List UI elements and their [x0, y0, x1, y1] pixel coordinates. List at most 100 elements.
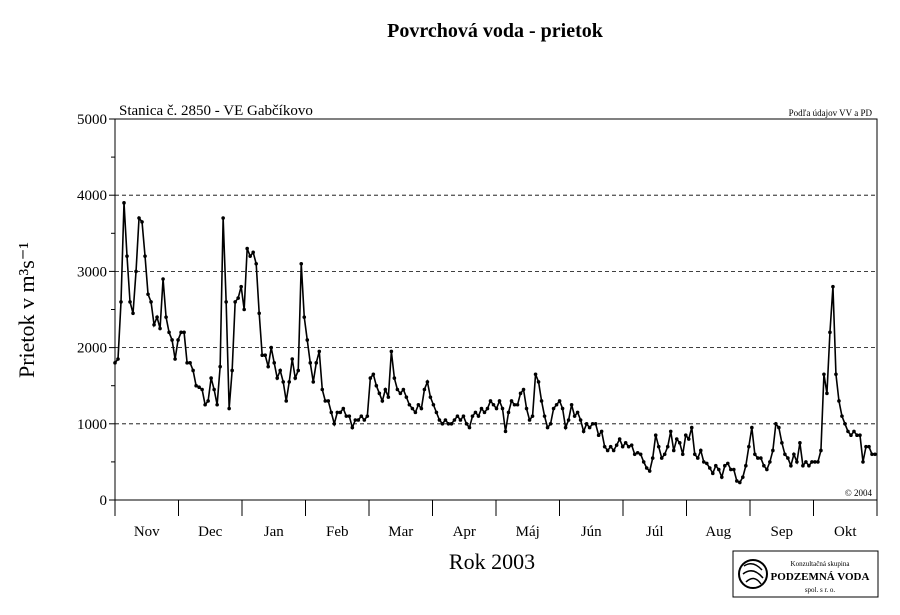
data-point	[623, 441, 628, 445]
data-point	[545, 425, 550, 430]
data-point	[858, 433, 862, 438]
data-point	[155, 315, 159, 319]
data-point	[239, 284, 243, 289]
station-label: Stanica č. 2850 - VE Gabčíkovo	[119, 103, 313, 119]
y-tick-label: 4000	[77, 188, 107, 204]
data-point	[539, 399, 544, 403]
data-point	[831, 284, 835, 289]
data-point	[347, 414, 352, 418]
data-point	[203, 402, 207, 407]
data-point	[768, 460, 772, 464]
data-point	[128, 300, 132, 304]
data-point	[416, 402, 421, 407]
logo-line: spol. s r. o.	[805, 586, 836, 594]
data-point	[143, 254, 147, 258]
data-point	[674, 437, 679, 441]
data-point	[152, 322, 156, 327]
data-point	[590, 422, 595, 426]
data-point	[509, 399, 514, 403]
data-point	[464, 422, 469, 426]
data-point	[759, 456, 763, 460]
data-point	[747, 444, 751, 449]
data-point	[131, 311, 135, 316]
data-point	[530, 414, 535, 418]
data-point	[789, 463, 793, 468]
data-point	[563, 425, 568, 430]
data-point	[813, 460, 817, 464]
data-point	[686, 437, 691, 441]
data-point	[350, 425, 355, 430]
logo: Konzultačná skupina PODZEMNÁ VODA spol. …	[732, 550, 879, 598]
data-point	[668, 429, 673, 434]
data-point	[185, 361, 189, 365]
data-point	[437, 418, 442, 422]
data-point	[434, 410, 439, 415]
data-point	[275, 376, 280, 380]
data-point	[353, 418, 358, 422]
data-point	[719, 475, 724, 479]
data-point	[777, 425, 781, 430]
data-point	[560, 406, 565, 411]
data-point	[710, 471, 715, 476]
data-point	[503, 429, 508, 434]
data-point	[242, 307, 246, 312]
data-point	[692, 452, 697, 457]
x-tick-label: Sep	[771, 524, 794, 540]
data-point	[524, 406, 529, 411]
data-point	[284, 399, 289, 403]
data-point	[293, 376, 298, 380]
data-point	[843, 422, 847, 426]
data-point	[422, 387, 427, 392]
data-point	[822, 372, 826, 377]
data-point	[566, 418, 571, 422]
data-point	[452, 418, 457, 422]
x-tick-label: Feb	[326, 524, 349, 540]
data-point	[230, 368, 234, 373]
data-point	[488, 399, 493, 403]
data-point	[371, 372, 376, 377]
y-tick-label: 1000	[77, 417, 107, 433]
data-point	[614, 443, 619, 447]
data-point	[467, 425, 472, 430]
data-point	[161, 277, 165, 281]
data-point	[783, 452, 787, 457]
data-point	[810, 460, 814, 464]
data-point	[804, 460, 808, 464]
data-point	[707, 466, 712, 470]
x-tick-label: Nov	[134, 524, 160, 540]
x-tick-label: Jún	[581, 524, 602, 540]
data-point	[233, 300, 237, 304]
data-point	[816, 460, 820, 464]
data-point	[356, 418, 361, 422]
data-point	[780, 441, 784, 445]
data-point	[158, 326, 162, 331]
data-point	[431, 402, 436, 407]
data-point	[125, 254, 129, 258]
data-point	[335, 410, 340, 415]
data-point	[383, 387, 388, 392]
data-point	[873, 452, 877, 457]
data-point	[723, 463, 727, 468]
data-point	[446, 422, 451, 426]
data-point	[617, 437, 622, 441]
data-point	[329, 410, 334, 415]
data-line	[114, 202, 875, 484]
data-point	[257, 311, 261, 316]
data-point	[122, 201, 126, 205]
data-point	[753, 452, 757, 457]
data-point	[701, 460, 706, 464]
data-point	[305, 338, 310, 342]
data-point	[641, 460, 646, 464]
data-point	[861, 460, 865, 464]
data-point	[266, 364, 271, 369]
logo-line: PODZEMNÁ VODA	[771, 571, 870, 583]
data-point	[683, 433, 688, 438]
data-point	[368, 376, 373, 380]
y-axis-title: Prietok v m³s⁻¹	[14, 242, 39, 378]
data-point	[638, 452, 643, 457]
chart-title: Povrchová voda - prietok	[387, 20, 604, 42]
data-point	[317, 349, 322, 354]
data-point	[260, 353, 264, 358]
data-point	[867, 444, 871, 449]
data-point	[828, 330, 832, 335]
